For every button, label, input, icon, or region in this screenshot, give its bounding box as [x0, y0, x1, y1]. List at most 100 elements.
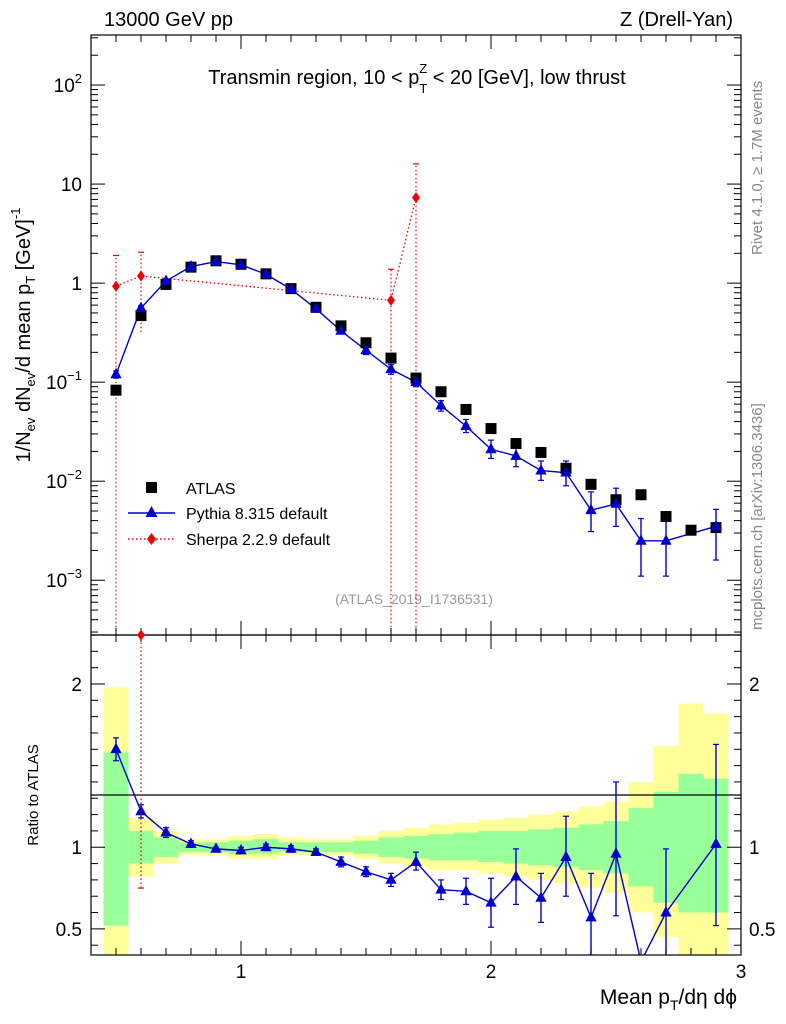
pythia-ratio-point-22 — [660, 906, 672, 917]
header-left: 13000 GeV pp — [104, 9, 233, 31]
pythia-ratio-point-6 — [260, 840, 272, 852]
pythia-ratio-point-20 — [610, 847, 622, 858]
pythia-ratio-point-18 — [560, 850, 572, 861]
pythia-ratio-point-15 — [485, 896, 497, 907]
ratio-uncertainty-bands — [103, 687, 729, 955]
atlas-point-10 — [360, 337, 372, 349]
header-right: Z (Drell-Yan) — [620, 9, 733, 31]
pythia-main-point-13 — [435, 399, 447, 410]
x-tick-label-2: 3 — [736, 962, 747, 983]
pythia-ratio-point-9 — [335, 855, 347, 866]
atlas-point-13 — [435, 386, 447, 398]
pythia-main-point-21 — [635, 534, 647, 545]
ratio-band-inner-10 — [353, 840, 379, 854]
pythia-ratio-point-12 — [410, 855, 422, 866]
pythia-ratio-point-4 — [210, 842, 222, 853]
ratio-band-inner-21 — [628, 808, 654, 887]
atlas-point-19 — [585, 478, 597, 490]
pythia-main-point-1 — [135, 301, 147, 312]
ratio-band-inner-0 — [103, 752, 129, 926]
legend-marker-pythia — [145, 506, 158, 517]
pythia-ratio-point-1 — [135, 804, 147, 816]
legend-label-atlas: ATLAS — [186, 481, 236, 498]
atlas-point-23 — [685, 524, 697, 536]
sherpa-main-point-2 — [387, 294, 395, 306]
main-series-layer — [110, 163, 722, 635]
ratio-ytick-label-left-2: 2 — [71, 675, 82, 696]
pythia-ratio-point-14 — [460, 884, 472, 896]
pythia-main-point-8 — [310, 302, 322, 313]
atlas-point-16 — [510, 438, 522, 450]
main-ytick-label-0: 10−3 — [46, 566, 82, 592]
pythia-ratio-point-17 — [535, 891, 547, 902]
pythia-ratio-point-13 — [435, 883, 447, 894]
ratio-band-inner-14 — [453, 832, 479, 861]
atlas-point-22 — [660, 511, 672, 523]
pythia-main-point-2 — [160, 274, 172, 285]
pythia-main-point-23 — [710, 519, 722, 531]
pythia-ratio-point-21 — [635, 955, 646, 965]
atlas-point-17 — [535, 446, 547, 458]
ratio-ytick-label-right-0: 0.5 — [749, 920, 775, 941]
pythia-main-point-16 — [510, 449, 522, 460]
legend-label-sherpa: Sherpa 2.2.9 default — [186, 532, 331, 549]
mcplots-label: mcplots.cern.ch [arXiv:1306.3436] — [749, 403, 766, 630]
pythia-ratio-point-5 — [235, 844, 247, 855]
ratio-ytick-label-right-1: 1 — [749, 838, 760, 859]
atlas-point-15 — [485, 423, 497, 435]
legend: ATLAS Pythia 8.315 default Sherpa 2.2.9 … — [128, 481, 331, 549]
atlas-point-21 — [635, 489, 647, 501]
pythia-main-point-4 — [210, 255, 222, 266]
main-ytick-label-3: 1 — [71, 274, 82, 295]
atlas-point-11 — [385, 352, 397, 364]
pythia-ratio-line — [115, 749, 717, 955]
pythia-ratio-point-2 — [160, 826, 172, 837]
pythia-main-point-14 — [460, 419, 472, 431]
ratio-ytick-label-left-1: 1 — [71, 838, 82, 859]
pythia-main-point-17 — [535, 464, 547, 475]
pythia-main-point-9 — [335, 324, 347, 335]
sherpa-ratio-point-0 — [137, 629, 145, 641]
rivet-version-label: Rivet 4.1.0, ≥ 1.7M events — [749, 81, 766, 255]
ratio-band-inner-9 — [328, 842, 354, 853]
main-title: Transmin region, 10 < pTZ < 20 [GeV], lo… — [208, 61, 626, 96]
main-watermark: (ATLAS_2019_I1736531) — [335, 591, 493, 607]
pythia-main-point-11 — [385, 362, 397, 374]
ratio-band-inner-17 — [528, 829, 554, 866]
pythia-main-point-6 — [260, 267, 272, 279]
main-ytick-label-5: 102 — [54, 71, 82, 97]
pythia-main-point-15 — [485, 442, 497, 454]
ratio-ytick-label-right-2: 2 — [749, 675, 760, 696]
ratio-band-inner-19 — [578, 824, 604, 871]
pythia-main-point-10 — [360, 343, 372, 355]
main-ytick-label-1: 10−2 — [46, 467, 82, 493]
legend-marker-atlas — [146, 482, 157, 493]
main-ytick-label-4: 10 — [61, 175, 82, 196]
ratio-y-axis-label: Ratio to ATLAS — [25, 744, 42, 845]
pythia-main-point-12 — [410, 375, 422, 387]
ratio-band-inner-2 — [153, 837, 179, 858]
legend-marker-sherpa — [147, 533, 156, 545]
main-y-axis-label: 1/Nev dNev/d mean pT [GeV]-1 — [8, 208, 38, 463]
pythia-ratio-point-7 — [285, 842, 297, 853]
pythia-main-point-5 — [235, 258, 247, 269]
pythia-ratio-point-16 — [510, 870, 522, 881]
ratio-series-layer — [110, 635, 722, 965]
pythia-ratio-point-0 — [110, 742, 122, 754]
pythia-main-point-7 — [285, 282, 297, 294]
atlas-point-14 — [460, 403, 472, 415]
ratio-band-inner-15 — [478, 830, 504, 862]
axis-ticks — [91, 35, 742, 955]
sherpa-main-point-0 — [112, 280, 120, 292]
pythia-main-point-3 — [185, 260, 197, 271]
pythia-ratio-point-10 — [360, 865, 372, 876]
pythia-ratio-point-3 — [185, 837, 197, 848]
x-tick-label-0: 1 — [236, 962, 247, 983]
ratio-band-inner-13 — [428, 834, 454, 861]
x-tick-label-1: 2 — [486, 962, 497, 983]
pythia-main-point-20 — [610, 497, 622, 508]
atlas-point-1 — [135, 310, 147, 322]
pythia-ratio-point-23 — [710, 837, 722, 848]
